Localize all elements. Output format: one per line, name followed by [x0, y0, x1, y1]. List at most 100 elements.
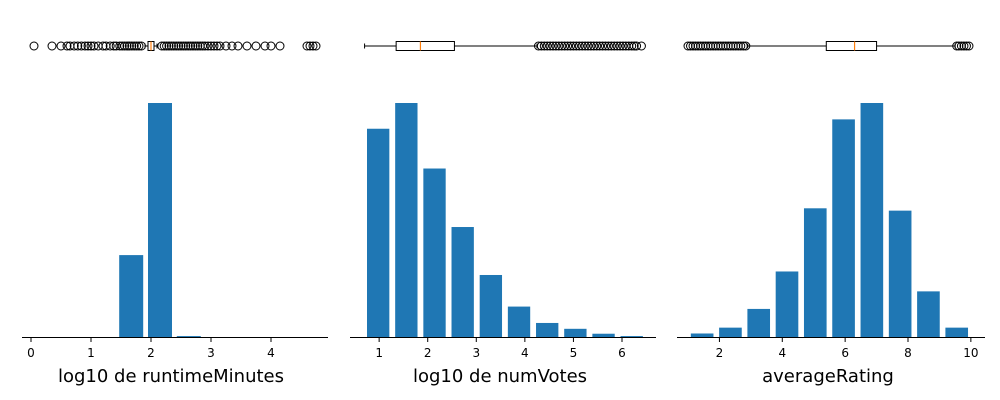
x-tick-label: 6: [841, 346, 849, 360]
histogram-bar: [803, 208, 827, 337]
boxplot-outlier: [174, 41, 184, 51]
boxplot-outlier: [545, 41, 555, 51]
boxplot-outlier: [260, 41, 270, 51]
boxplot-outlier: [618, 41, 628, 51]
histogram-bar: [832, 119, 855, 337]
boxplot-outlier: [80, 41, 90, 51]
histogram-bar: [479, 274, 503, 337]
boxplot-outlier: [598, 41, 608, 51]
boxplot-outlier: [589, 41, 599, 51]
boxplot-outlier: [117, 41, 127, 51]
boxplot-outlier: [129, 41, 139, 51]
boxplot-outlier: [178, 41, 188, 51]
boxplot-outlier: [557, 41, 567, 51]
histogram-bar: [719, 327, 742, 337]
histogram-bar: [423, 168, 446, 337]
boxplot-box: [395, 41, 455, 51]
boxplot-outlier: [183, 41, 193, 51]
boxplot-outlier: [952, 41, 962, 51]
boxplot-outlier: [959, 41, 969, 51]
boxplot-outlier: [233, 41, 243, 51]
boxplot-outlier: [275, 41, 285, 51]
boxplot-outlier: [603, 41, 613, 51]
boxplot-outlier: [964, 41, 974, 51]
x-tick-label: 1: [375, 346, 383, 360]
boxplot-outlier: [636, 41, 646, 51]
boxplot-outlier: [169, 41, 179, 51]
x-tick-label: 3: [207, 346, 215, 360]
boxplot-outlier: [171, 41, 181, 51]
boxplot-outlier: [56, 41, 66, 51]
boxplot-outlier: [227, 41, 237, 51]
boxplot-outlier: [308, 41, 318, 51]
boxplot-outlier: [181, 41, 191, 51]
x-tick-label: 8: [904, 346, 912, 360]
x-tick-label: 4: [267, 346, 275, 360]
boxplot-outlier: [554, 41, 564, 51]
boxplot-outlier: [305, 41, 315, 51]
boxplot-outlier: [609, 41, 619, 51]
histogram-bar: [176, 336, 201, 337]
boxplot-outlier: [193, 41, 203, 51]
histogram-bar: [690, 333, 714, 337]
histogram-bar: [119, 255, 144, 337]
boxplot-outlier: [600, 41, 610, 51]
boxplot-outlier: [206, 41, 216, 51]
boxplot-outlier: [105, 41, 115, 51]
x-tick-label: 0: [27, 346, 35, 360]
x-tick-label: 5: [570, 346, 578, 360]
boxplot-outlier: [159, 41, 169, 51]
boxplot-outlier: [302, 41, 312, 51]
boxplot-outlier: [741, 41, 751, 51]
histogram-bar: [395, 103, 418, 337]
boxplot-outlier: [89, 41, 99, 51]
x-tick-label: 6: [618, 346, 626, 360]
boxplot-outlier: [542, 41, 552, 51]
boxplot-outlier: [73, 41, 83, 51]
boxplot-outlier: [612, 41, 622, 51]
histogram-bar: [148, 103, 172, 337]
x-tick-label: 4: [521, 346, 529, 360]
x-tick-label: 1: [87, 346, 95, 360]
boxplot-outlier: [627, 41, 637, 51]
boxplot-outlier: [176, 41, 186, 51]
boxplot-outlier: [212, 41, 222, 51]
boxplot-outlier: [200, 41, 210, 51]
histogram-bar: [536, 322, 559, 337]
histogram-bar: [860, 103, 884, 337]
boxplot-outlier: [98, 41, 108, 51]
histogram-bar: [775, 271, 799, 337]
boxplot-outlier: [961, 41, 971, 51]
boxplot-outlier: [548, 41, 558, 51]
boxplot-outlier: [215, 41, 225, 51]
histogram-bar: [451, 227, 474, 337]
panel-runtime-minutes: log10 de runtimeMinutes 0 1 2 3 4: [22, 41, 328, 387]
boxplot-outlier: [162, 41, 172, 51]
boxplot-outlier: [157, 41, 167, 51]
boxplot-outlier: [736, 41, 746, 51]
boxplot-outlier: [136, 41, 146, 51]
boxplot-outlier: [29, 41, 39, 51]
x-tick-label: 4: [778, 346, 786, 360]
boxplot-outlier: [186, 41, 196, 51]
boxplot-outlier: [574, 41, 584, 51]
boxplot-outlier: [127, 41, 137, 51]
boxplot-outlier: [551, 41, 561, 51]
boxplot-outlier: [69, 41, 79, 51]
histogram-bar: [507, 306, 531, 337]
x-tick-label: 2: [424, 346, 432, 360]
boxplot-outlier: [580, 41, 590, 51]
boxplot-outlier: [115, 41, 125, 51]
boxplot-outlier: [571, 41, 581, 51]
boxplot-outlier: [568, 41, 578, 51]
boxplot-outlier: [738, 41, 748, 51]
histogram-bar: [564, 328, 587, 337]
boxplot-outlier: [595, 41, 605, 51]
histogram-bar: [367, 128, 390, 337]
x-axis-label: log10 de runtimeMinutes: [58, 366, 284, 387]
histogram-bar: [592, 333, 615, 337]
boxplot-outlier: [242, 41, 252, 51]
boxplot-outlier: [533, 41, 543, 51]
boxplot-outlier: [632, 41, 642, 51]
